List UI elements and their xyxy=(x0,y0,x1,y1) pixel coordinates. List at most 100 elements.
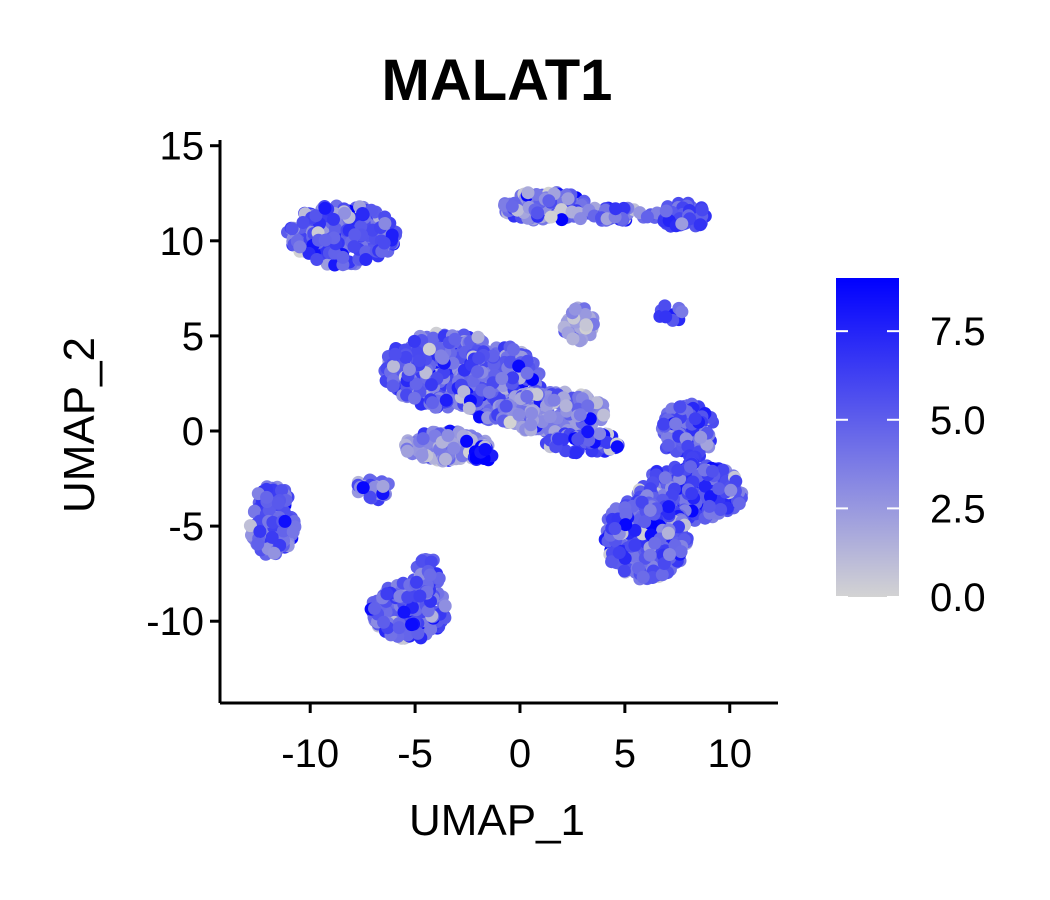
data-point xyxy=(471,365,484,379)
data-point xyxy=(597,408,611,422)
data-point xyxy=(506,371,520,385)
data-point xyxy=(499,399,513,413)
colorbar-legend: 0.0 2.5 5.0 7.5 xyxy=(836,278,986,620)
data-point xyxy=(702,499,716,513)
data-point xyxy=(724,483,738,497)
data-point xyxy=(571,432,585,446)
data-point xyxy=(659,310,673,324)
data-point xyxy=(278,514,292,528)
x-axis-label: UMAP_1 xyxy=(409,796,585,845)
data-point xyxy=(646,571,659,584)
data-point xyxy=(628,538,642,552)
data-point xyxy=(628,523,642,537)
data-point xyxy=(424,622,438,636)
data-point xyxy=(439,393,453,407)
data-point xyxy=(376,479,390,493)
data-point xyxy=(635,495,649,509)
data-point xyxy=(405,618,419,632)
data-point xyxy=(698,479,712,493)
data-point xyxy=(593,427,607,441)
data-point xyxy=(636,570,650,584)
data-point xyxy=(619,518,633,532)
y-tick-label: 0 xyxy=(182,410,204,454)
data-point xyxy=(662,500,676,514)
data-point xyxy=(447,441,461,455)
data-point xyxy=(276,524,290,538)
data-point xyxy=(386,379,400,393)
data-point xyxy=(336,250,350,264)
data-point xyxy=(495,372,509,385)
data-point xyxy=(661,438,675,452)
data-point xyxy=(547,393,561,407)
chart-title: MALAT1 xyxy=(382,48,613,113)
data-point xyxy=(505,199,519,213)
data-point xyxy=(657,417,671,431)
data-point xyxy=(675,305,689,319)
data-point xyxy=(552,432,565,446)
data-point xyxy=(413,589,427,603)
data-point xyxy=(559,399,573,413)
data-point xyxy=(402,363,416,376)
y-tick-label: 5 xyxy=(182,315,204,359)
data-point xyxy=(583,412,597,426)
data-point xyxy=(266,515,280,529)
data-point xyxy=(286,525,300,539)
data-point xyxy=(544,210,558,224)
data-point xyxy=(712,482,726,496)
data-point xyxy=(619,507,633,521)
data-point xyxy=(422,342,436,356)
data-point xyxy=(378,217,392,230)
data-point xyxy=(359,253,373,266)
data-point xyxy=(462,401,476,415)
colorbar xyxy=(836,278,899,597)
y-tick-label: 10 xyxy=(160,220,205,264)
data-point xyxy=(674,545,688,559)
data-point xyxy=(640,210,654,224)
data-point xyxy=(448,332,462,346)
data-point xyxy=(521,186,535,200)
axes: -10 -5 0 5 10 -10 -5 0 5 10 15 xyxy=(146,125,778,776)
data-point xyxy=(520,389,534,403)
x-tick-label: 0 xyxy=(509,732,531,776)
colorbar-tick-label: 0.0 xyxy=(930,576,986,620)
data-point xyxy=(271,496,285,510)
data-point xyxy=(377,615,391,629)
data-point xyxy=(293,240,307,254)
data-point xyxy=(512,408,526,422)
data-point xyxy=(318,201,332,215)
data-point xyxy=(392,621,406,635)
data-point xyxy=(338,206,351,220)
data-point xyxy=(569,446,583,460)
data-point xyxy=(408,391,421,405)
data-point xyxy=(423,568,437,582)
data-point xyxy=(688,412,702,426)
data-point xyxy=(285,222,299,236)
data-point xyxy=(296,216,310,229)
data-point xyxy=(675,217,689,231)
data-point xyxy=(318,233,332,247)
data-point xyxy=(693,218,707,232)
data-point xyxy=(643,548,657,562)
data-point xyxy=(310,253,324,266)
colorbar-tick-label: 5.0 xyxy=(930,399,986,443)
x-tick-label: 5 xyxy=(614,732,636,776)
points-layer xyxy=(243,186,749,645)
data-point xyxy=(388,347,402,361)
data-point xyxy=(426,331,440,345)
data-point xyxy=(401,628,415,642)
data-point xyxy=(400,444,414,458)
data-point xyxy=(410,575,423,589)
data-point xyxy=(638,515,652,529)
x-tick-label: -10 xyxy=(281,732,339,776)
data-point xyxy=(248,504,262,518)
data-point xyxy=(663,548,676,561)
data-point xyxy=(253,525,267,538)
data-point xyxy=(275,484,288,498)
data-point xyxy=(471,330,485,344)
data-point xyxy=(243,519,257,533)
data-point xyxy=(669,417,683,431)
data-point xyxy=(608,522,622,535)
x-tick-label: 10 xyxy=(708,732,753,776)
data-point xyxy=(399,350,413,364)
